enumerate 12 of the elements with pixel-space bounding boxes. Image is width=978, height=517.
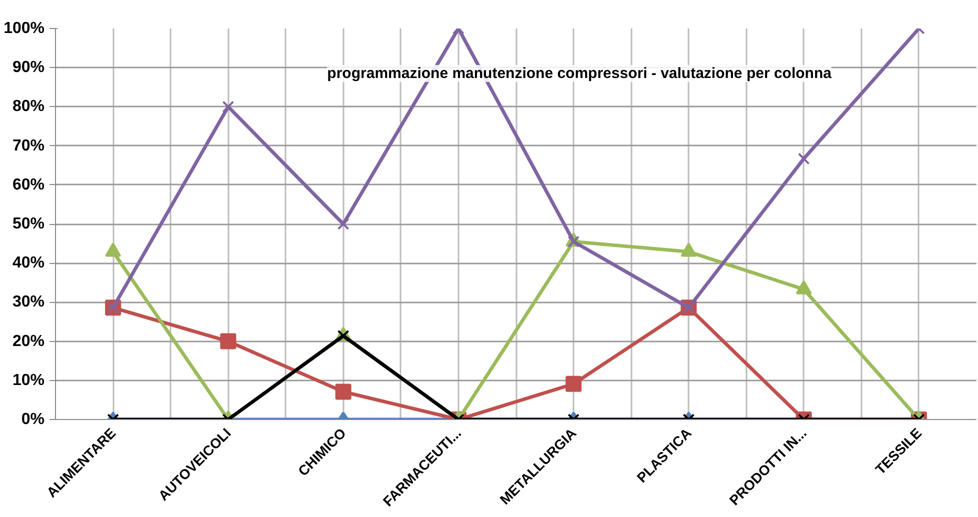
y-tick-label: 30% <box>12 294 45 311</box>
y-tick-label: 100% <box>4 20 44 37</box>
text: programmazione manutenzione compressori - valutazione per colonna <box>327 64 832 82</box>
y-tick-label: 90% <box>12 59 45 76</box>
y-tick-label: 60% <box>12 176 45 194</box>
y-tick-label: 40% <box>12 254 45 272</box>
y-tick-label: 10% <box>12 372 45 389</box>
y-tick-label: 50% <box>12 216 45 232</box>
y-tick-label: 0% <box>21 411 44 428</box>
y-tick-label: 70% <box>12 137 45 154</box>
y-tick-label: 80% <box>12 98 45 116</box>
y-tick-label: 20% <box>12 332 45 350</box>
